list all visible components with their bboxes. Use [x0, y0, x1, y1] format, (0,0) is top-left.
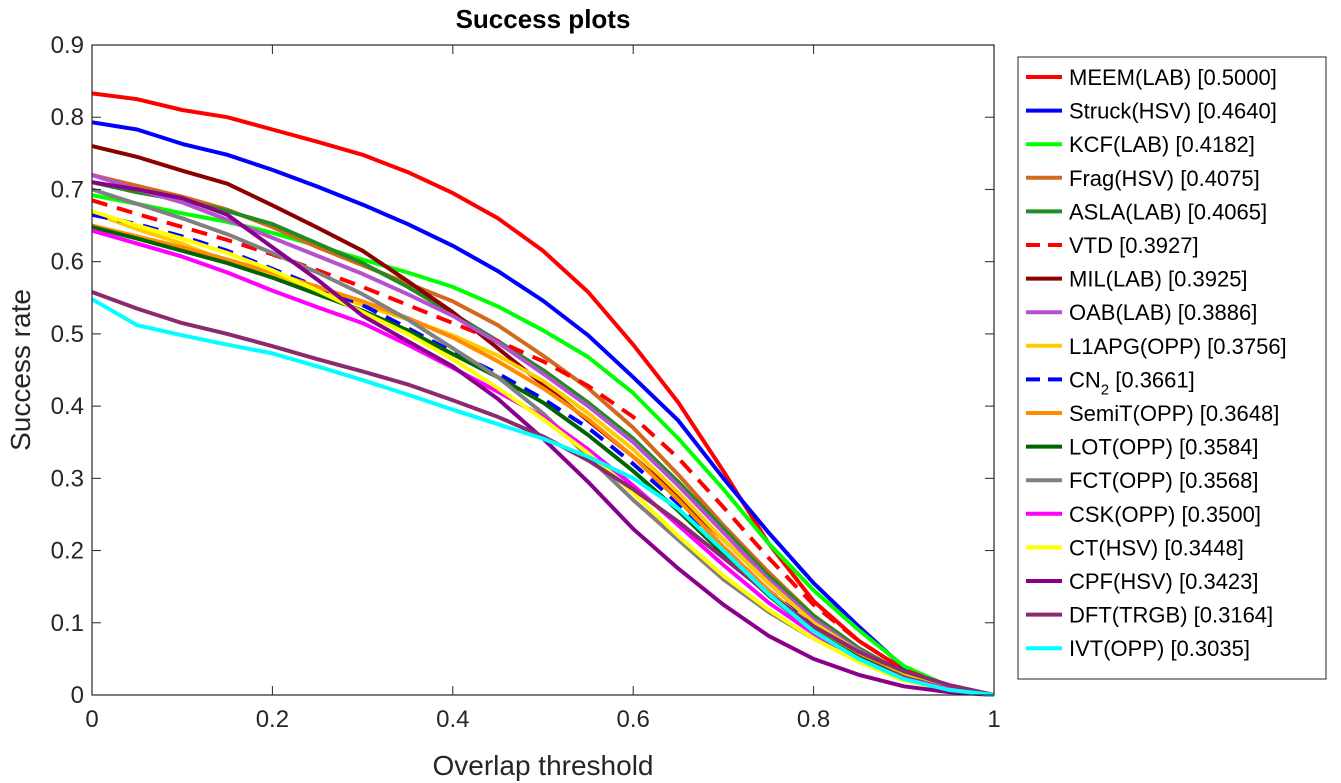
legend-label-1: MEEM(LAB) [0.5000] — [1069, 65, 1277, 90]
y-tick-label: 0.9 — [51, 32, 84, 59]
series-line-17 — [91, 290, 995, 697]
y-tick-label: 0.7 — [51, 176, 84, 203]
chart-title: Success plots — [456, 4, 631, 34]
x-tick-label: 0.8 — [797, 706, 830, 733]
legend-label-17: DFT(TRGB) [0.3164] — [1069, 603, 1273, 628]
x-axis: 0 0.2 0.4 0.6 0.8 1 — [85, 45, 1001, 733]
legend-label-4: Frag(HSV) [0.4075] — [1069, 166, 1260, 191]
legend-label-5: ASLA(LAB) [0.4065] — [1069, 199, 1267, 224]
legend-label-10: CN2 [0.3661] — [1069, 367, 1195, 398]
y-tick-label: 0 — [71, 682, 84, 709]
legend-label-6: VTD [0.3927] — [1069, 233, 1199, 258]
series-line-18 — [91, 297, 995, 697]
series-line-15 — [91, 209, 995, 697]
series-line-5 — [91, 180, 995, 697]
legend-label-12: LOT(OPP) [0.3584] — [1069, 435, 1259, 460]
legend-box — [1017, 56, 1327, 680]
legend: MEEM(LAB) [0.5000] Struck(HSV) [0.4640] KC… — [1017, 56, 1327, 680]
x-axis-label: Overlap threshold — [432, 750, 653, 781]
y-tick-label: 0.5 — [51, 321, 84, 348]
series-line-2 — [91, 120, 995, 697]
legend-label-2: Struck(HSV) [0.4640] — [1069, 99, 1277, 124]
x-tick-label: 0.2 — [256, 706, 289, 733]
series-line-11 — [91, 223, 995, 697]
y-tick-label: 0.6 — [51, 249, 84, 276]
y-tick-label: 0.1 — [51, 610, 84, 637]
x-tick-label: 1 — [987, 706, 1000, 733]
x-tick-label: 0.6 — [617, 706, 650, 733]
legend-label-9: L1APG(OPP) [0.3756] — [1069, 334, 1287, 359]
y-axis: 0 0.1 0.2 0.3 0.4 0.5 0.6 0.7 0.8 0.9 — [51, 32, 994, 709]
y-tick-label: 0.3 — [51, 465, 84, 492]
series-layer — [91, 91, 995, 697]
y-tick-label: 0.4 — [51, 393, 84, 420]
x-tick-label: 0 — [85, 706, 98, 733]
legend-label-8: OAB(LAB) [0.3886] — [1069, 300, 1257, 325]
legend-label-11: SemiT(OPP) [0.3648] — [1069, 401, 1279, 426]
legend-label-18: IVT(OPP) [0.3035] — [1069, 636, 1250, 661]
series-line-1 — [91, 91, 995, 697]
x-tick-label: 0.4 — [436, 706, 469, 733]
y-tick-label: 0.8 — [51, 104, 84, 131]
y-axis-label: Success rate — [5, 289, 36, 451]
legend-label-16: CPF(HSV) [0.3423] — [1069, 569, 1259, 594]
legend-label-7: MIL(LAB) [0.3925] — [1069, 267, 1248, 292]
legend-label-15: CT(HSV) [0.3448] — [1069, 535, 1244, 560]
y-tick-label: 0.2 — [51, 538, 84, 565]
legend-label-13: FCT(OPP) [0.3568] — [1069, 468, 1259, 493]
series-line-6 — [91, 198, 995, 697]
legend-label-14: CSK(OPP) [0.3500] — [1069, 502, 1261, 527]
plot-frame — [91, 44, 995, 696]
legend-label-3: KCF(LAB) [0.4182] — [1069, 132, 1255, 157]
